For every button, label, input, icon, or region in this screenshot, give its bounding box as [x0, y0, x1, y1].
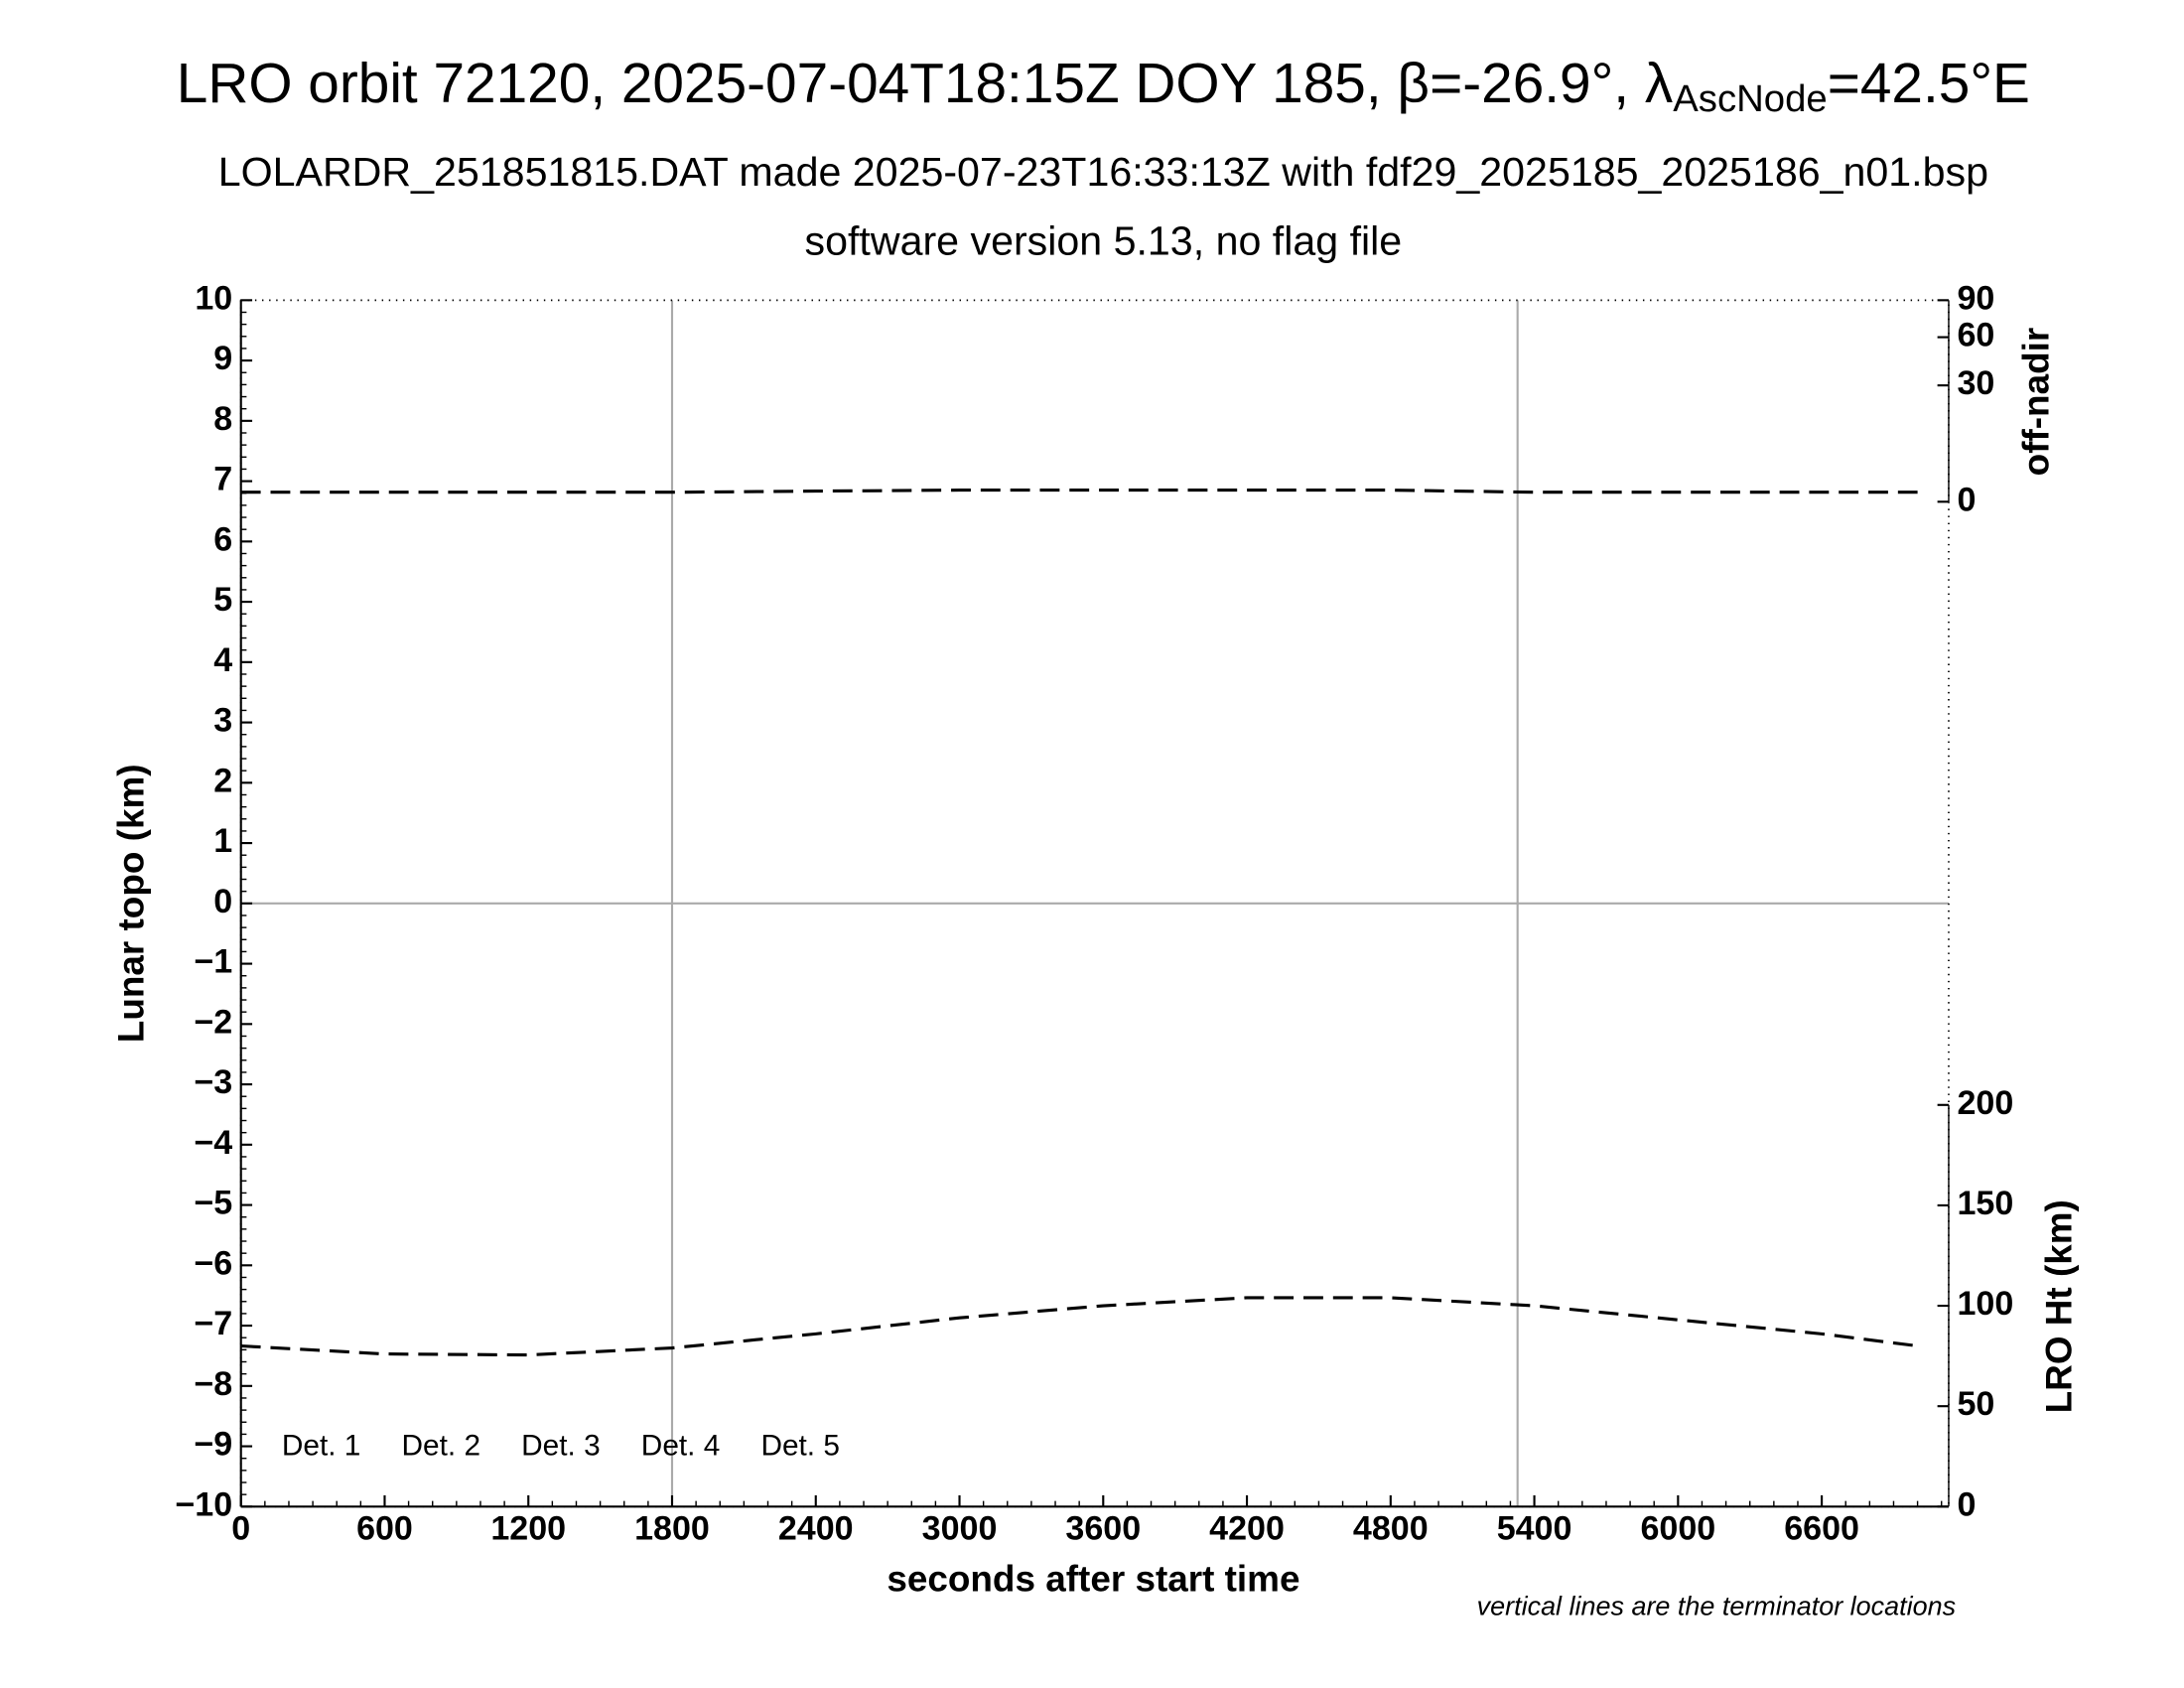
data-line	[240, 1296, 1918, 1357]
y-right-tick-label: 90	[1957, 279, 1994, 317]
y-tick-label: −5	[194, 1185, 232, 1222]
y-right-tick-label: 60	[1957, 317, 1994, 354]
y-tick-label: −2	[194, 1003, 232, 1041]
y-tick-label: −3	[194, 1063, 232, 1101]
x-tick-label: 2400	[778, 1509, 854, 1547]
title-part: LRO orbit 72120, 2025-07-04T18:15Z DOY 1…	[177, 53, 1673, 115]
legend-label: Det. 4	[641, 1430, 721, 1463]
x-axis-label: seconds after start time	[887, 1558, 1299, 1599]
y-tick-label: 8	[213, 400, 232, 438]
legend-label: Det. 1	[282, 1430, 361, 1463]
y-tick-label: −8	[194, 1365, 232, 1403]
y-tick-label: −1	[194, 943, 232, 981]
y-right-tick-label: 100	[1957, 1285, 2013, 1323]
y-tick-label: 5	[213, 581, 232, 619]
y-tick-label: 10	[195, 279, 232, 317]
x-tick-label: 0	[231, 1509, 250, 1547]
y-right-tick-label: 0	[1957, 1485, 1976, 1523]
chart-title: LRO orbit 72120, 2025-07-04T18:15Z DOY 1…	[177, 53, 2030, 120]
subtitle: LOLARDR_251851815.DAT made 2025-07-23T16…	[218, 149, 1988, 195]
subtitle: software version 5.13, no flag file	[805, 217, 1403, 263]
legend-label: Det. 5	[760, 1430, 840, 1463]
y-tick-label: 2	[213, 762, 232, 799]
data-line	[240, 489, 1918, 494]
y-tick-label: −9	[194, 1426, 232, 1464]
plot-frame	[239, 299, 1950, 1508]
legend-label: Det. 3	[521, 1430, 600, 1463]
x-tick-label: 1800	[634, 1509, 710, 1547]
y-right-tick-label: 30	[1957, 364, 1994, 402]
y-tick-label: 1	[213, 822, 232, 860]
y-right-tick-label: 150	[1957, 1185, 2013, 1222]
title-subscript: AscNode	[1673, 77, 1827, 120]
y-tick-label: 9	[213, 340, 232, 377]
y-tick-label: 4	[213, 641, 232, 679]
note: vertical lines are the terminator locati…	[1477, 1592, 1956, 1621]
y-tick-label: −7	[194, 1305, 232, 1342]
x-tick-label: 3000	[922, 1509, 998, 1547]
y-tick-label: −4	[194, 1124, 232, 1162]
y-axis-label: Lunar topo (km)	[111, 764, 152, 1043]
y-tick-label: 0	[213, 883, 232, 920]
x-tick-label: 4800	[1353, 1509, 1429, 1547]
legend-label: Det. 2	[402, 1430, 480, 1463]
y-tick-label: 3	[213, 702, 232, 740]
x-tick-label: 1200	[490, 1509, 566, 1547]
y-tick-label: 6	[213, 520, 232, 558]
y-tick-label: −6	[194, 1244, 232, 1282]
y-right-tick-label: 50	[1957, 1385, 1994, 1423]
y-right-tick-label: 200	[1957, 1084, 2013, 1122]
x-tick-label: 4200	[1209, 1509, 1285, 1547]
y2-axis-label: off-nadir	[2016, 328, 2057, 477]
title-part: =42.5°E	[1828, 53, 2030, 115]
y-tick-label: 7	[213, 461, 232, 498]
x-tick-label: 6000	[1640, 1509, 1715, 1547]
y-tick-label: −10	[175, 1485, 232, 1523]
x-tick-label: 5400	[1497, 1509, 1572, 1547]
y3-axis-label: LRO Ht (km)	[2038, 1199, 2079, 1413]
x-tick-label: 6600	[1784, 1509, 1859, 1547]
x-tick-label: 600	[356, 1509, 413, 1547]
y-right-tick-label: 0	[1957, 481, 1976, 518]
x-tick-label: 3600	[1065, 1509, 1141, 1547]
